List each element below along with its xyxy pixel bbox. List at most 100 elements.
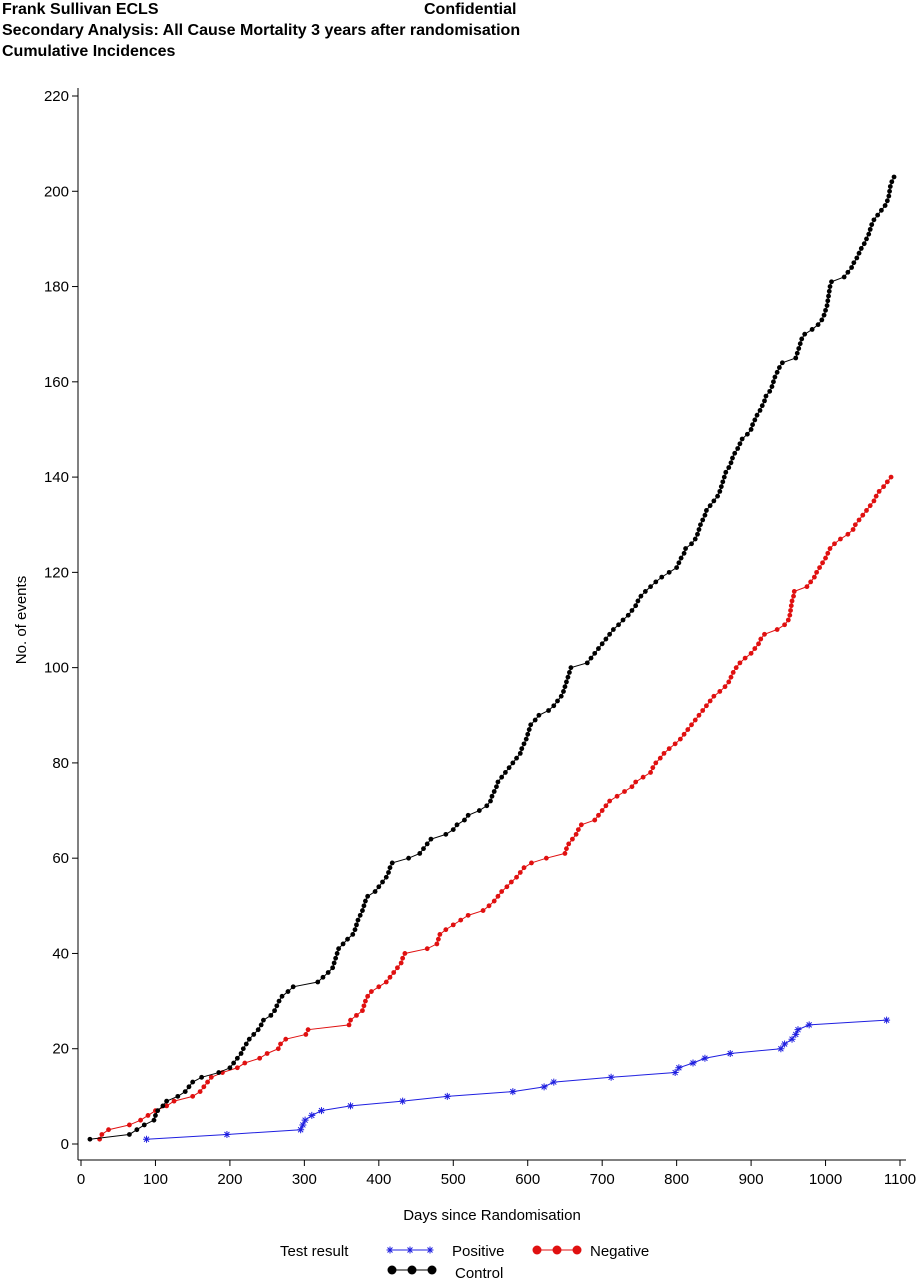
data-point <box>315 979 321 985</box>
data-point <box>155 1108 161 1114</box>
x-tick-label: 600 <box>515 1171 540 1188</box>
legend-marker <box>406 1246 414 1254</box>
data-point <box>681 550 687 556</box>
data-point <box>774 627 780 632</box>
data-point <box>528 722 534 728</box>
data-point <box>889 179 895 185</box>
x-tick-label: 100 <box>143 1171 168 1188</box>
data-point <box>508 879 514 885</box>
data-point <box>365 993 371 999</box>
data-point <box>791 589 797 594</box>
data-point <box>881 484 887 490</box>
data-point <box>696 712 702 718</box>
data-point <box>723 469 729 475</box>
data-point <box>620 617 626 623</box>
data-point <box>695 531 700 537</box>
data-point <box>347 1102 355 1110</box>
data-point <box>748 650 754 656</box>
data-point <box>387 974 393 980</box>
y-tick-label: 180 <box>44 279 69 296</box>
chart-subtitle: Cumulative Incidences <box>2 43 175 60</box>
data-point <box>246 1036 252 1042</box>
data-point <box>867 226 873 232</box>
data-point <box>395 965 400 971</box>
data-point <box>677 736 683 742</box>
data-point <box>648 770 653 775</box>
data-point <box>650 765 656 771</box>
data-point <box>640 774 646 780</box>
data-point <box>678 555 684 561</box>
data-point <box>674 565 680 570</box>
data-point <box>718 484 724 490</box>
data-point <box>417 851 423 856</box>
data-point <box>882 203 888 208</box>
data-point <box>305 1027 311 1033</box>
data-point <box>398 960 404 966</box>
legend-marker <box>426 1246 434 1254</box>
x-tick-label: 1100 <box>884 1171 916 1188</box>
data-point <box>517 750 523 756</box>
data-point <box>160 1103 166 1109</box>
data-point <box>354 922 359 928</box>
data-point <box>564 679 569 685</box>
data-point <box>402 951 408 956</box>
data-point <box>506 765 512 771</box>
data-point <box>852 522 858 528</box>
data-point <box>592 817 598 823</box>
data-point <box>767 388 773 394</box>
data-point <box>887 184 893 189</box>
data-point <box>860 512 866 518</box>
data-point <box>465 812 471 818</box>
series-line <box>146 1019 887 1140</box>
data-point <box>659 574 665 580</box>
data-point <box>565 674 571 680</box>
data-point <box>864 508 869 513</box>
data-point <box>529 860 534 866</box>
data-point <box>730 670 736 675</box>
data-point <box>437 932 443 937</box>
data-point <box>386 870 391 875</box>
data-point <box>825 550 831 556</box>
y-tick-label: 140 <box>44 469 69 486</box>
y-tick-label: 60 <box>52 850 69 867</box>
data-point <box>730 455 735 461</box>
data-point <box>491 898 497 904</box>
data-point <box>573 831 579 837</box>
data-point <box>672 741 678 747</box>
data-point <box>495 893 501 899</box>
data-point <box>562 684 568 690</box>
data-point <box>698 522 703 528</box>
data-point <box>808 579 814 585</box>
data-point <box>372 889 378 894</box>
data-point <box>774 369 780 375</box>
data-point <box>635 598 641 604</box>
data-point <box>480 908 486 913</box>
data-point <box>536 712 542 718</box>
y-tick-label: 120 <box>44 564 69 581</box>
data-point <box>789 598 795 604</box>
data-point <box>794 1026 802 1034</box>
data-point <box>486 903 492 909</box>
data-point <box>510 760 516 766</box>
legend-marker <box>387 1265 397 1275</box>
data-point <box>546 708 551 713</box>
data-point <box>642 589 648 594</box>
data-point <box>752 417 758 423</box>
data-point <box>876 488 882 494</box>
data-point <box>633 603 639 609</box>
data-point <box>884 198 890 204</box>
data-point <box>357 912 363 918</box>
data-point <box>737 441 743 447</box>
data-point <box>883 1016 891 1024</box>
data-point <box>832 541 837 547</box>
data-point <box>873 493 879 499</box>
data-point <box>354 1012 359 1018</box>
data-point <box>757 408 763 413</box>
data-point <box>543 855 549 861</box>
data-point <box>201 1084 207 1090</box>
data-point <box>689 541 694 547</box>
data-point <box>272 1008 277 1014</box>
data-point <box>826 288 832 294</box>
data-point <box>495 779 501 785</box>
data-point <box>164 1103 170 1109</box>
